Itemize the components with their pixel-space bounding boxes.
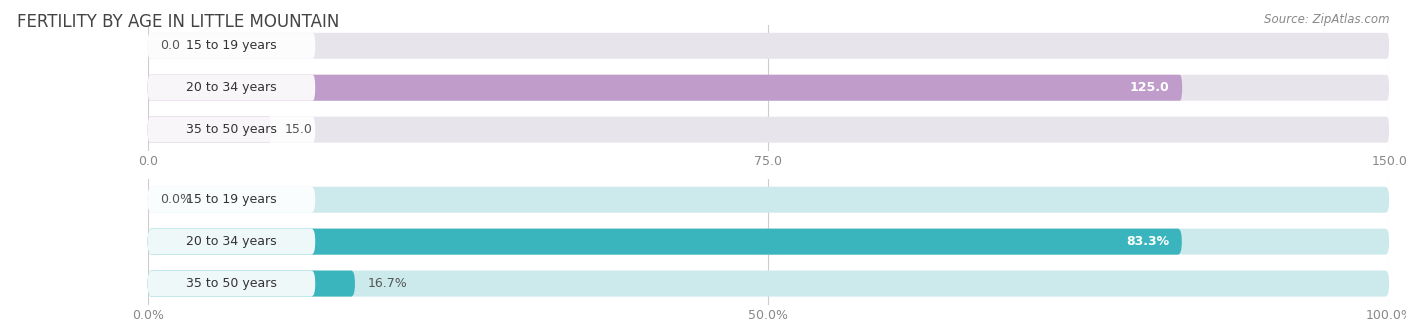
FancyBboxPatch shape	[148, 229, 315, 255]
FancyBboxPatch shape	[148, 117, 271, 143]
Text: FERTILITY BY AGE IN LITTLE MOUNTAIN: FERTILITY BY AGE IN LITTLE MOUNTAIN	[17, 13, 339, 31]
Text: 15.0: 15.0	[284, 123, 312, 136]
Text: 35 to 50 years: 35 to 50 years	[186, 123, 277, 136]
Text: 15 to 19 years: 15 to 19 years	[186, 39, 277, 52]
FancyBboxPatch shape	[148, 187, 315, 213]
FancyBboxPatch shape	[148, 75, 315, 101]
FancyBboxPatch shape	[148, 270, 1389, 297]
Text: 0.0%: 0.0%	[160, 193, 193, 206]
FancyBboxPatch shape	[148, 270, 315, 297]
FancyBboxPatch shape	[148, 117, 1389, 143]
Text: 15 to 19 years: 15 to 19 years	[186, 193, 277, 206]
Text: 83.3%: 83.3%	[1126, 235, 1170, 248]
Text: 35 to 50 years: 35 to 50 years	[186, 277, 277, 290]
FancyBboxPatch shape	[148, 33, 1389, 59]
Text: Source: ZipAtlas.com: Source: ZipAtlas.com	[1264, 13, 1389, 26]
Text: 16.7%: 16.7%	[367, 277, 408, 290]
FancyBboxPatch shape	[148, 33, 315, 59]
Text: 125.0: 125.0	[1130, 81, 1170, 94]
FancyBboxPatch shape	[148, 270, 354, 297]
FancyBboxPatch shape	[148, 117, 315, 143]
FancyBboxPatch shape	[148, 75, 1389, 101]
Text: 0.0: 0.0	[160, 39, 180, 52]
FancyBboxPatch shape	[148, 229, 1389, 255]
FancyBboxPatch shape	[148, 229, 1182, 255]
FancyBboxPatch shape	[148, 75, 1182, 101]
FancyBboxPatch shape	[148, 187, 1389, 213]
Text: 20 to 34 years: 20 to 34 years	[186, 235, 277, 248]
Text: 20 to 34 years: 20 to 34 years	[186, 81, 277, 94]
